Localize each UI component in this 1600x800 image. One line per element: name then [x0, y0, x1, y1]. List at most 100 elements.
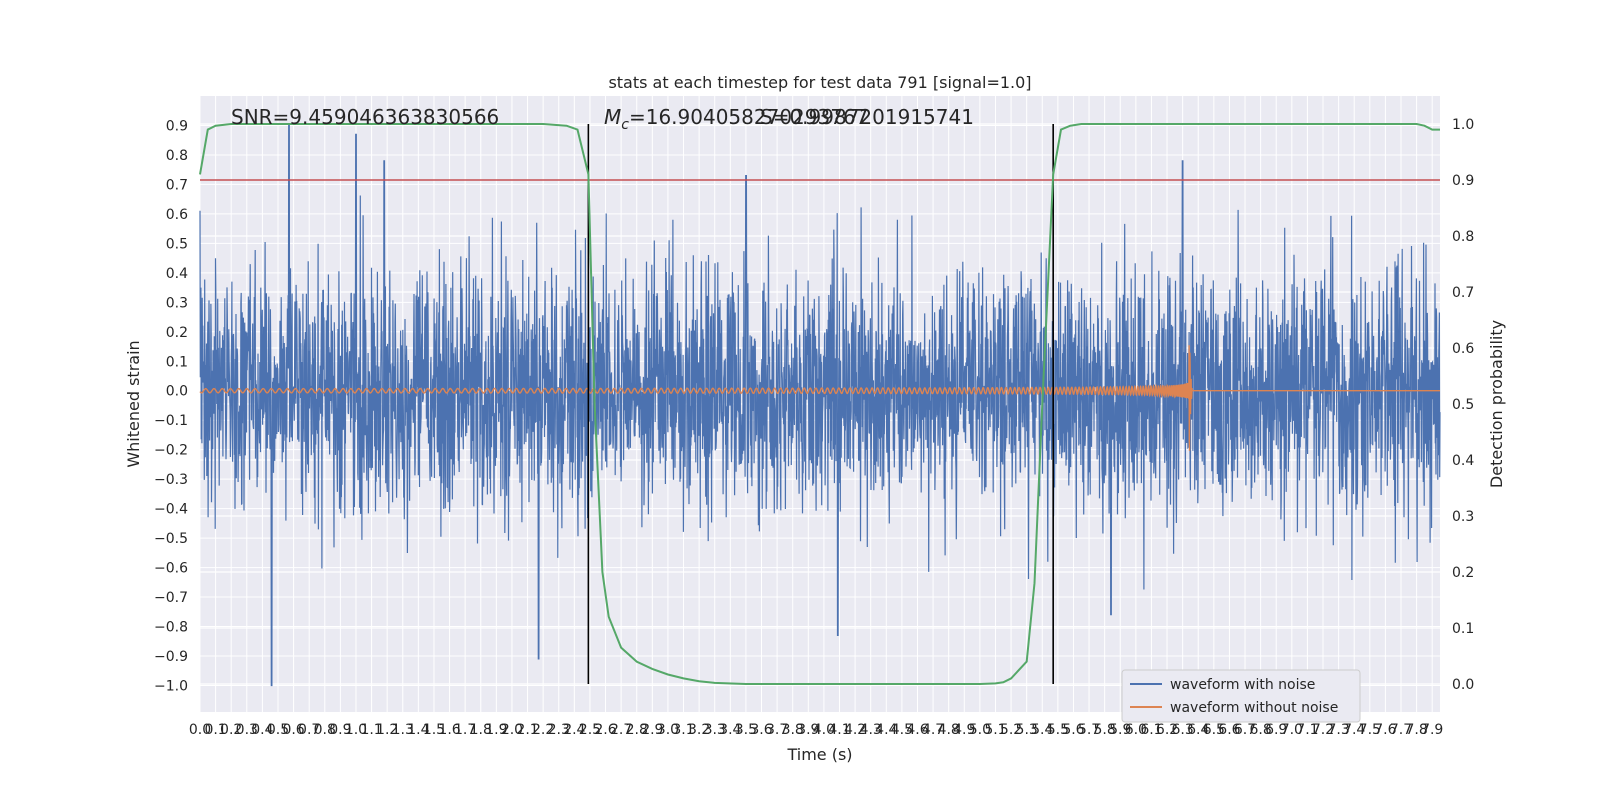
y2-tick-label: 0.7 [1452, 285, 1474, 301]
x-tick-label: 6.0 [1125, 722, 1147, 738]
x-tick-label: 3.4 [719, 722, 741, 738]
x-tick-label: 7.2 [1312, 722, 1334, 738]
x-tick-label: 5.3 [1016, 722, 1038, 738]
x-tick-label: 6.4 [1187, 722, 1209, 738]
x-tick-label: 1.9 [485, 722, 507, 738]
x-tick-label: 1.8 [470, 722, 492, 738]
mc-subscript: c [621, 117, 629, 133]
x-axis-label: Time (s) [786, 745, 852, 764]
x-tick-label: 7.3 [1327, 722, 1349, 738]
probability-line [199, 123, 1440, 685]
x-tick-label: 4.8 [938, 722, 960, 738]
y2-tick-label: 0.1 [1452, 621, 1474, 637]
y-tick-label: −0.8 [154, 620, 188, 636]
mc-value: =16.904058270293767 [629, 105, 868, 129]
mc-annotation: Mc=16.904058270293767 [604, 105, 868, 133]
y-tick-label: 0.0 [166, 384, 188, 400]
x-tick-label: 3.2 [688, 722, 710, 738]
x-tick-label: 2.1 [516, 722, 538, 738]
x-tick-label: 0.2 [220, 722, 242, 738]
y-tick-label: −0.5 [154, 531, 188, 547]
legend-box [1121, 669, 1361, 723]
overlap-annotation: S=0.9987201915741 [760, 105, 974, 129]
x-tick-label: 4.5 [891, 722, 913, 738]
x-tick-label: 7.0 [1281, 722, 1303, 738]
x-tick-label: 0.6 [282, 722, 304, 738]
x-tick-label: 0.1 [204, 722, 226, 738]
x-tick-label: 0.0 [189, 722, 211, 738]
x-tick-labels: 0.00.10.20.30.40.50.60.70.80.91.01.11.21… [189, 722, 1443, 738]
y-tick-label: −0.6 [154, 561, 188, 577]
x-tick-label: 4.2 [844, 722, 866, 738]
y-tick-label: 0.9 [166, 118, 188, 134]
x-tick-label: 4.1 [828, 722, 850, 738]
x-tick-label: 3.0 [657, 722, 679, 738]
x-tick-label: 6.8 [1249, 722, 1271, 738]
y2-tick-label: 0.4 [1452, 453, 1474, 469]
y-tick-label: 0.7 [166, 177, 188, 193]
x-tick-label: 3.5 [735, 722, 757, 738]
x-tick-label: 4.7 [922, 722, 944, 738]
x-tick-label: 3.9 [797, 722, 819, 738]
x-tick-label: 6.6 [1218, 722, 1240, 738]
y-tick-label: 0.6 [166, 207, 188, 223]
x-tick-label: 0.9 [329, 722, 351, 738]
x-tick-label: 5.5 [1047, 722, 1069, 738]
x-tick-label: 2.6 [594, 722, 616, 738]
x-tick-label: 2.8 [626, 722, 648, 738]
x-tick-label: 1.1 [360, 722, 382, 738]
legend-label-clean: waveform without noise [1170, 700, 1338, 716]
y-tick-label: 0.8 [166, 148, 188, 164]
x-tick-label: 5.2 [1000, 722, 1022, 738]
x-tick-label: 4.3 [860, 722, 882, 738]
y2-tick-labels: 0.0 0.1 0.2 0.3 0.4 0.5 0.6 0.7 0.8 0.9 1.0 [1452, 117, 1474, 693]
x-tick-label: 5.9 [1109, 722, 1131, 738]
x-tick-label: 5.8 [1094, 722, 1116, 738]
x-tick-label: 0.3 [236, 722, 258, 738]
x-tick-label: 2.9 [641, 722, 663, 738]
x-tick-label: 4.0 [813, 722, 835, 738]
x-tick-label: 3.3 [704, 722, 726, 738]
clean-waveform-series [199, 345, 1440, 451]
x-tick-label: 0.4 [251, 722, 273, 738]
y-tick-label: −1.0 [154, 678, 188, 694]
mc-symbol: M [604, 105, 621, 129]
x-tick-label: 0.7 [298, 722, 320, 738]
x-tick-label: 7.8 [1405, 722, 1427, 738]
y-tick-labels: −1.0 −0.9 −0.8 −0.7 −0.6 −0.5 −0.4 −0.3 −0.2 −0.1… [154, 118, 188, 694]
y2-axis-label: Detection probability [1487, 320, 1506, 488]
x-tick-label: 2.2 [532, 722, 554, 738]
y2-tick-label: 0.6 [1452, 341, 1474, 357]
x-tick-label: 2.0 [501, 722, 523, 738]
x-tick-label: 1.5 [423, 722, 445, 738]
x-tick-label: 2.3 [548, 722, 570, 738]
legend-label-noisy: waveform with noise [1170, 677, 1315, 693]
x-tick-label: 3.1 [672, 722, 694, 738]
x-tick-label: 2.4 [563, 722, 585, 738]
clean-waveform-line [199, 345, 1440, 451]
x-tick-label: 6.5 [1203, 722, 1225, 738]
x-tick-label: 4.4 [875, 722, 897, 738]
y-tick-label: −0.4 [154, 502, 188, 518]
x-tick-label: 7.5 [1359, 722, 1381, 738]
x-tick-label: 3.7 [766, 722, 788, 738]
y-tick-label: 0.5 [166, 236, 188, 252]
legend: waveform with noise waveform without noi… [1121, 669, 1361, 723]
y-tick-label: −0.1 [154, 413, 188, 429]
chart-title: stats at each timestep for test data 791… [608, 73, 1031, 92]
y2-tick-label: 1.0 [1452, 117, 1474, 133]
y2-tick-label: 0.9 [1452, 173, 1474, 189]
y-tick-label: −0.9 [154, 649, 188, 665]
x-tick-label: 3.6 [750, 722, 772, 738]
y-tick-label: 0.4 [166, 266, 188, 282]
x-tick-label: 1.4 [407, 722, 429, 738]
x-tick-label: 6.9 [1265, 722, 1287, 738]
x-tick-label: 4.9 [953, 722, 975, 738]
x-tick-label: 1.6 [438, 722, 460, 738]
x-tick-label: 7.6 [1374, 722, 1396, 738]
y-tick-label: −0.2 [154, 443, 188, 459]
x-tick-label: 4.6 [906, 722, 928, 738]
x-tick-label: 2.7 [610, 722, 632, 738]
x-tick-label: 1.7 [454, 722, 476, 738]
x-tick-label: 1.2 [376, 722, 398, 738]
